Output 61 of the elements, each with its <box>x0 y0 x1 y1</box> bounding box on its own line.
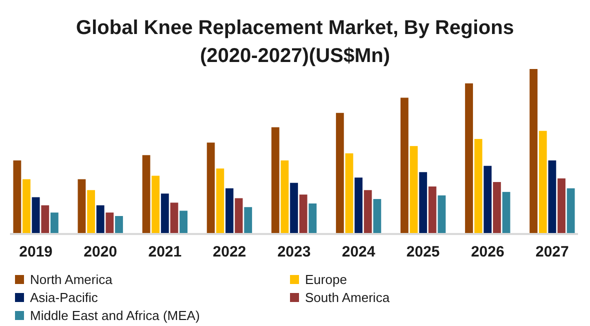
bar <box>410 146 418 234</box>
x-tick-label: 2022 <box>212 244 246 261</box>
bar <box>354 178 363 234</box>
bar <box>492 182 501 234</box>
bar <box>419 172 428 234</box>
bar <box>373 199 382 234</box>
bar <box>474 138 482 234</box>
bar <box>530 69 538 234</box>
bar <box>428 186 436 234</box>
bar <box>566 188 575 234</box>
bar <box>206 142 215 234</box>
legend-label: Europe <box>305 272 347 287</box>
bar <box>336 112 344 234</box>
bar <box>22 179 30 234</box>
legend-label: Asia-Pacific <box>30 290 98 305</box>
bar <box>170 202 178 234</box>
legend-label: South America <box>305 290 390 305</box>
bar <box>558 178 566 234</box>
x-tick-label: 2025 <box>406 244 440 261</box>
bar <box>290 182 298 234</box>
bar <box>96 205 104 234</box>
bar <box>50 212 58 234</box>
x-tick-label: 2027 <box>535 244 569 261</box>
bar <box>41 205 50 234</box>
bar <box>78 179 86 234</box>
bar <box>32 197 40 234</box>
x-tick-label: 2023 <box>277 244 311 261</box>
bar <box>308 203 317 234</box>
bar <box>160 194 169 234</box>
bar <box>548 160 556 234</box>
bar <box>502 192 510 234</box>
legend-label: North America <box>30 272 114 287</box>
bar <box>234 198 243 234</box>
bar <box>142 155 150 234</box>
bar <box>438 195 446 234</box>
legend-label: Middle East and Africa (MEA) <box>30 308 200 323</box>
bar <box>244 207 252 234</box>
bar <box>13 160 22 234</box>
chart-title: Global Knee Replacement Market, By Regions <box>76 17 514 39</box>
x-tick-label: 2026 <box>470 244 504 261</box>
bar <box>299 194 308 234</box>
bar <box>538 130 547 234</box>
chart-subtitle: (2020-2027)(US$Mn) <box>200 45 390 67</box>
x-tick-label: 2021 <box>148 244 182 261</box>
bar <box>87 190 96 234</box>
bar <box>106 212 114 234</box>
bar <box>465 83 473 234</box>
x-tick-label: 2024 <box>342 244 376 261</box>
x-tick-label: 2020 <box>84 244 118 261</box>
bar <box>180 210 188 234</box>
bar <box>225 188 234 234</box>
x-tick-label: 2019 <box>19 244 53 261</box>
bar <box>364 190 372 234</box>
bar <box>152 176 160 234</box>
bar <box>400 98 408 234</box>
bar <box>345 153 354 234</box>
bar <box>484 166 492 234</box>
bar <box>280 160 289 234</box>
bar <box>216 168 224 234</box>
bar <box>271 127 280 234</box>
bar <box>115 216 123 234</box>
